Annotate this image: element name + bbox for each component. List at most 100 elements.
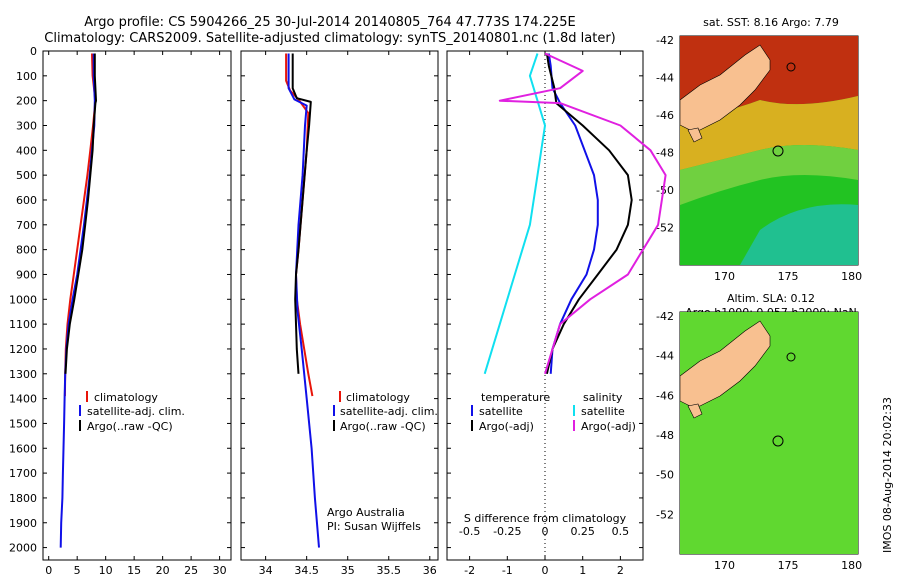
- diff-series-2: [483, 53, 546, 375]
- temp-xtick-label: 25: [184, 564, 198, 577]
- sal-xtick-label: 35: [341, 564, 355, 577]
- depth-tick-label: 800: [16, 244, 37, 257]
- sla-map-ytick-label: -46: [656, 389, 674, 402]
- temp-series-2: [64, 53, 97, 374]
- sal-xtick-label: 36: [423, 564, 437, 577]
- sal-annotation-line1: Argo Australia: [327, 506, 405, 519]
- temp-legend-argo: Argo(..raw -QC): [87, 420, 173, 433]
- depth-tick-label: 300: [16, 119, 37, 132]
- temp-xtick-label: 5: [74, 564, 81, 577]
- sst-cool-patch: [740, 204, 858, 265]
- diff-x2label: S difference from climatology: [464, 512, 627, 525]
- diff-xtick-label: 2: [617, 564, 624, 577]
- diff-legend-ssat: satellite: [581, 405, 625, 418]
- depth-tick-label: 1500: [9, 417, 37, 430]
- sla-map-ytick-label: -50: [656, 469, 674, 482]
- sal-legend-argo: Argo(..raw -QC): [340, 420, 426, 433]
- diff-legend-title-salinity: salinity: [583, 391, 623, 404]
- sla-map-ytick-label: -42: [656, 310, 674, 323]
- sla-map-xtick-label: 180: [841, 559, 862, 572]
- sla-map-ytick-label: -48: [656, 429, 674, 442]
- sst-map-title: sat. SST: 8.16 Argo: 7.79: [703, 16, 839, 29]
- temp-axes-frame: [42, 50, 232, 561]
- sst-map-xtick-label: 170: [714, 270, 735, 283]
- sla-map-ytick-label: -44: [656, 350, 674, 363]
- diff-xtick-label: -2: [464, 564, 475, 577]
- header-line2: Climatology: CARS2009. Satellite-adjuste…: [44, 31, 616, 46]
- temp-xtick-label: 0: [45, 564, 52, 577]
- depth-tick-label: 700: [16, 219, 37, 232]
- sal-legend: climatology satellite-adj. clim. Argo(..…: [327, 391, 438, 533]
- diff-x2tick-label: 0.5: [612, 525, 630, 538]
- sla-map-xtick-label: 170: [714, 559, 735, 572]
- sla-map-background: [680, 312, 858, 554]
- sst-map-ytick-label: -48: [656, 146, 674, 159]
- sst-map-ytick-label: -52: [656, 221, 674, 234]
- diff-legend-sargo: Argo(-adj): [581, 420, 636, 433]
- temp-xtick-label: 20: [156, 564, 170, 577]
- diff-x2tick-label: 0.25: [570, 525, 595, 538]
- diff-x2tick-label: -0.25: [493, 525, 521, 538]
- sla-argo-marker: [772, 435, 784, 447]
- depth-tick-label: 1300: [9, 368, 37, 381]
- diff-xtick-label: 1: [579, 564, 586, 577]
- diff-series-3: [498, 52, 667, 375]
- depth-tick-label: 500: [16, 169, 37, 182]
- sst-map-ytick-label: -42: [656, 34, 674, 47]
- depth-tick-label: 1100: [9, 318, 37, 331]
- diff-xtick-label: 0: [542, 564, 549, 577]
- depth-tick-label: 2000: [9, 542, 37, 555]
- diff-legend-title-temperature: temperature: [481, 391, 550, 404]
- sst-map-ytick-label: -46: [656, 109, 674, 122]
- sal-xtick-label: 34.5: [294, 564, 319, 577]
- sst-secondary-marker: [786, 62, 796, 72]
- depth-tick-label: 1600: [9, 442, 37, 455]
- temp-xtick-label: 15: [127, 564, 141, 577]
- temp-series-1: [59, 53, 96, 548]
- sst-land-south: [687, 127, 703, 143]
- sst-map-ytick-label: -44: [656, 71, 674, 84]
- imos-timestamp: IMOS 08-Aug-2014 20:02:33: [881, 397, 894, 553]
- diff-x2tick-label: -0.5: [459, 525, 480, 538]
- sst-transition-band: [680, 145, 858, 205]
- sal-xtick-label: 35.5: [377, 564, 402, 577]
- sla-map-xtick-label: 175: [778, 559, 799, 572]
- sal-legend-satellite: satellite-adj. clim.: [340, 405, 438, 418]
- sal-legend-climatology: climatology: [346, 391, 410, 404]
- diff-x2tick-label: 0: [542, 525, 549, 538]
- diff-legend: temperature salinity satellite Argo(-adj…: [471, 391, 636, 433]
- sla-secondary-marker: [786, 352, 796, 362]
- sla-map-panel: Altim. SLA: 0.12 Argo h1000: 0.057 h2000…: [679, 292, 858, 554]
- sal-axes-frame: [240, 50, 439, 561]
- depth-tick-label: 1800: [9, 492, 37, 505]
- depth-tick-label: 900: [16, 268, 37, 281]
- depth-tick-label: 1900: [9, 517, 37, 530]
- depth-tick-label: 0: [30, 45, 37, 58]
- diff-legend-tsat: satellite: [479, 405, 523, 418]
- sst-map-panel: sat. SST: 8.16 Argo: 7.79: [679, 16, 858, 265]
- depth-tick-label: 100: [16, 70, 37, 83]
- depth-tick-label: 400: [16, 144, 37, 157]
- depth-tick-label: 600: [16, 194, 37, 207]
- depth-tick-label: 1400: [9, 393, 37, 406]
- depth-tick-label: 200: [16, 95, 37, 108]
- diff-xtick-label: -1: [502, 564, 513, 577]
- sst-map-xtick-label: 180: [841, 270, 862, 283]
- sst-map-xtick-label: 175: [778, 270, 799, 283]
- temp-xtick-label: 10: [99, 564, 113, 577]
- temp-series-0: [63, 53, 97, 397]
- sal-xtick-label: 34: [259, 564, 273, 577]
- sal-annotation-line2: PI: Susan Wijffels: [327, 520, 421, 533]
- sal-series-2: [291, 53, 312, 374]
- sst-argo-marker: [772, 145, 784, 157]
- depth-tick-label: 1000: [9, 293, 37, 306]
- temp-legend-climatology: climatology: [94, 391, 158, 404]
- diff-legend-targo: Argo(-adj): [479, 420, 534, 433]
- sst-map-ytick-label: -50: [656, 184, 674, 197]
- sla-map-ytick-label: -52: [656, 508, 674, 521]
- depth-tick-label: 1200: [9, 343, 37, 356]
- depth-tick-label: 1700: [9, 467, 37, 480]
- sla-map-title: Altim. SLA: 0.12: [727, 292, 815, 305]
- temp-legend: climatology satellite-adj. clim. Argo(..…: [79, 391, 185, 433]
